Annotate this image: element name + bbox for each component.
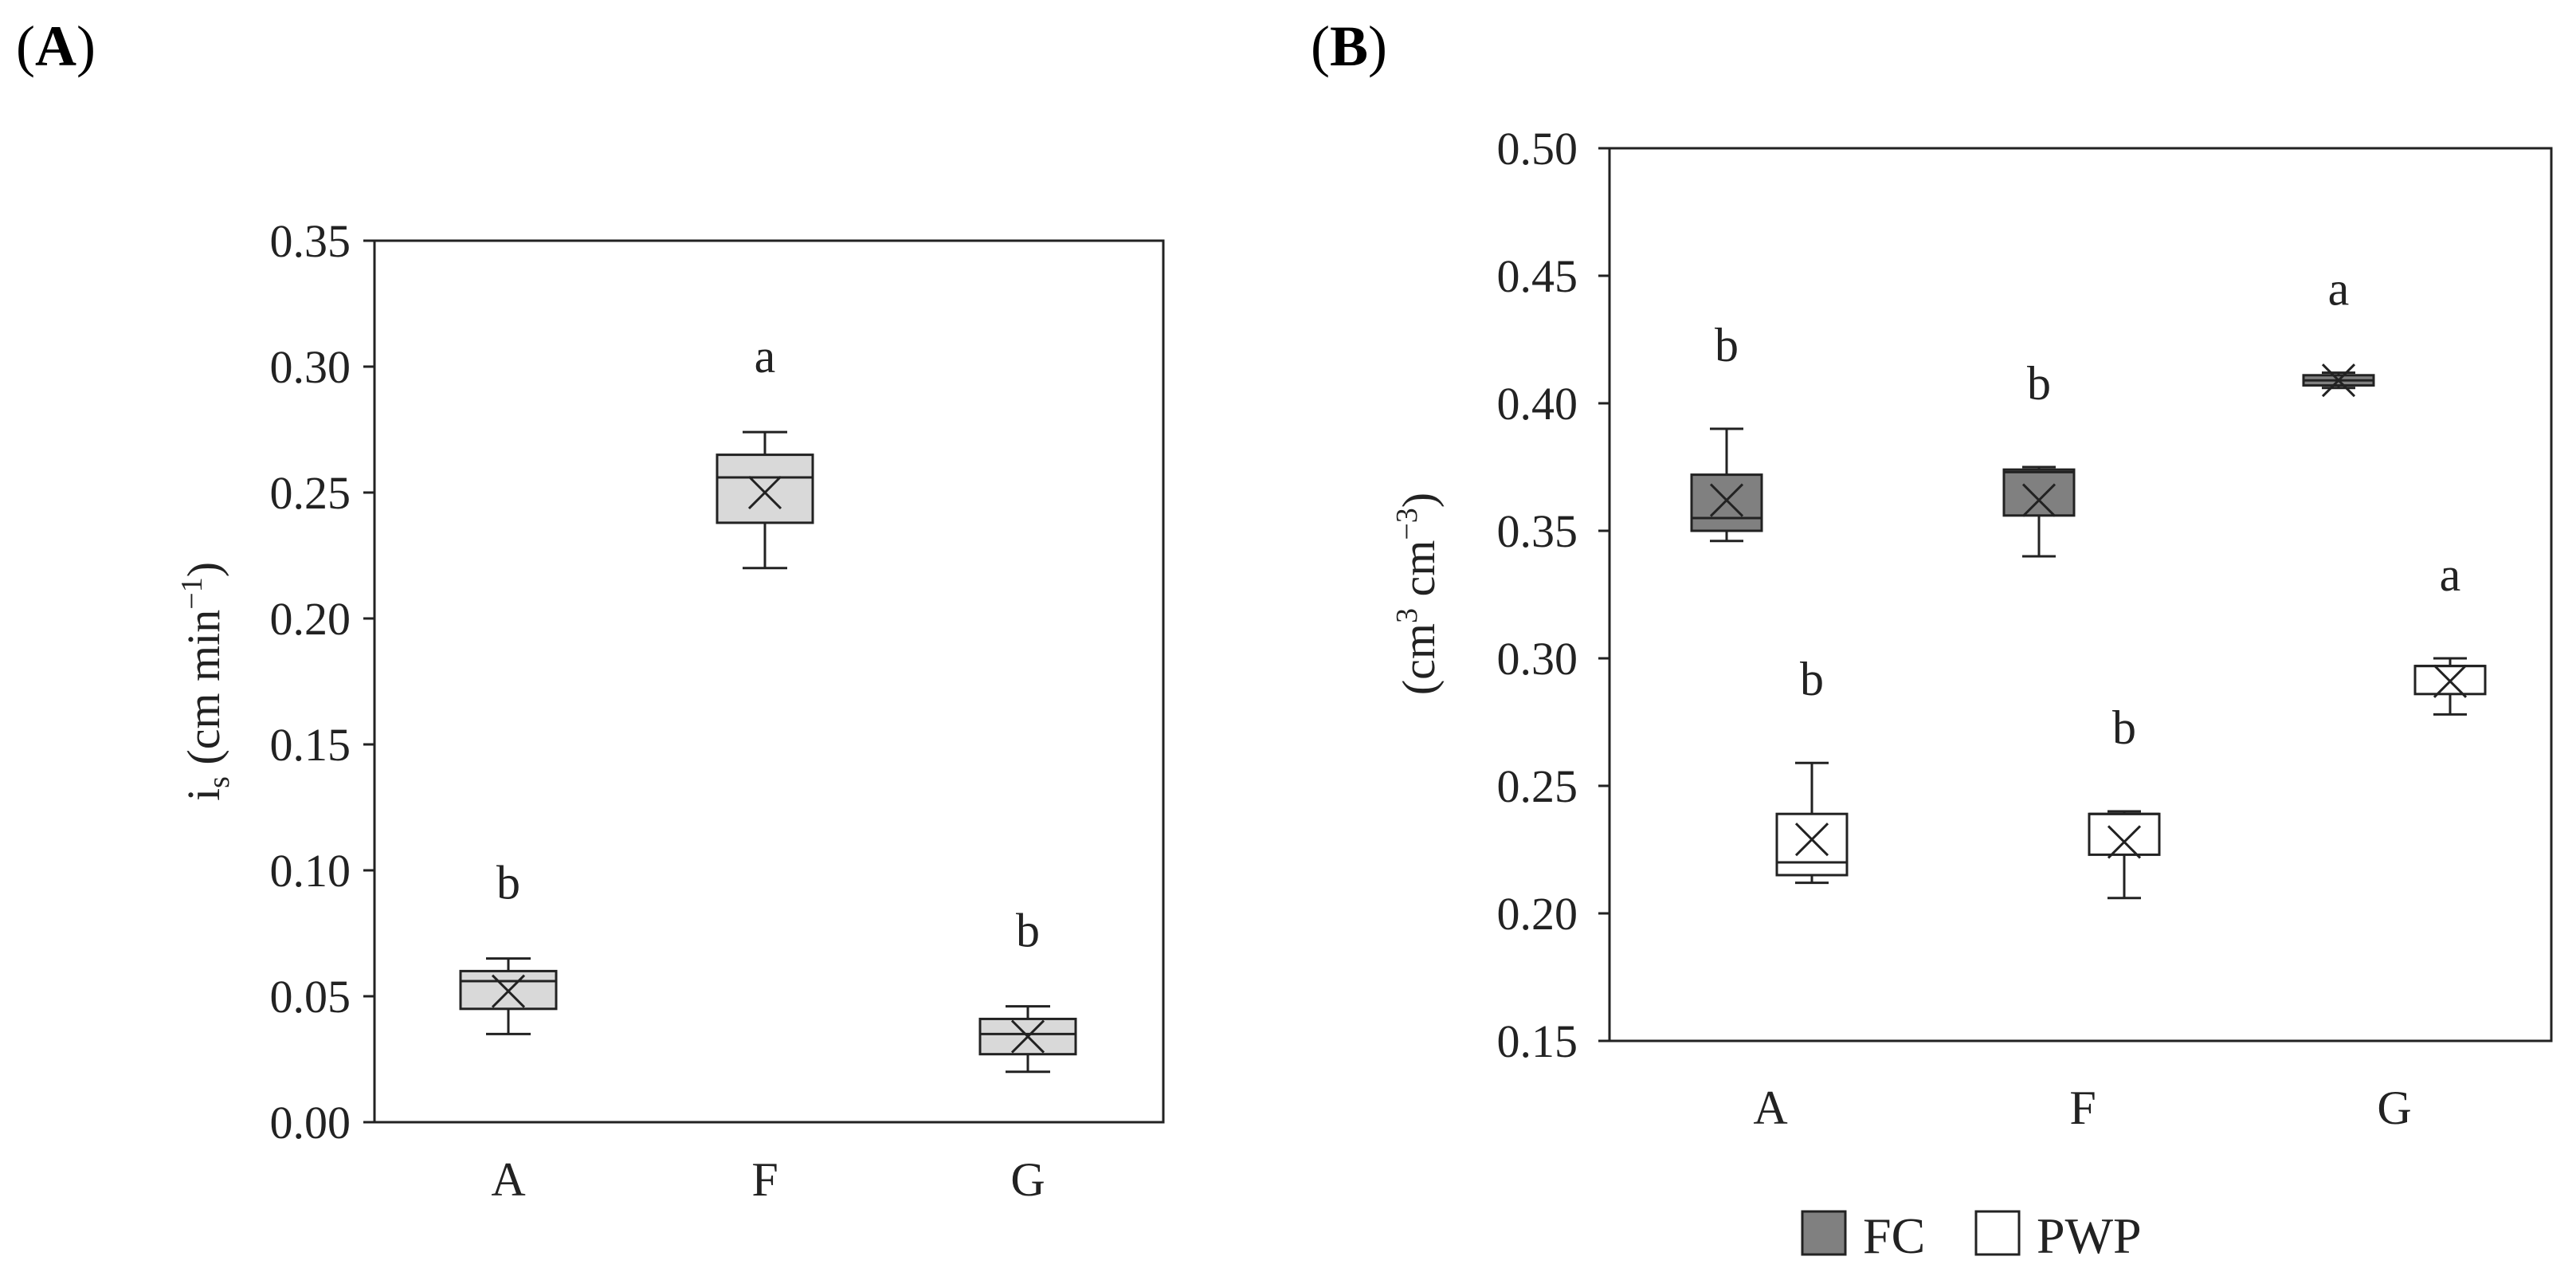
box-plot-pwp-g: a (2413, 548, 2487, 716)
y-tick-label: 0.10 (270, 845, 351, 897)
mean-marker (2321, 363, 2356, 398)
panel-b-y-axis-title: (cm3 cm−3) (1390, 493, 1445, 695)
y-tick-label: 0.35 (1497, 505, 1578, 557)
legend: FC PWP (1801, 1207, 2142, 1264)
panel-b-ylabel-open: (cm (1393, 623, 1445, 695)
y-tick-label: 0.25 (270, 467, 351, 519)
legend-swatch-pwp (1974, 1210, 2021, 1256)
panel-a-letter: A (35, 14, 76, 78)
panel-a-ylabel-sub: s (202, 776, 236, 788)
significance-letter: b (1715, 319, 1739, 371)
panel-a-y-ticks: 0.00 0.05 0.10 0.15 0.20 0.25 0.30 0.35 (270, 215, 374, 1148)
mean-marker (1794, 823, 1829, 857)
panel-a-y-axis-title: is (cm min−1) (175, 562, 236, 801)
panel-b-ylabel-sup2: −3 (1390, 508, 1424, 540)
y-tick-label: 0.45 (1497, 250, 1578, 302)
panel-b-y-ticks: 0.15 0.20 0.25 0.30 0.35 0.40 0.45 0.50 (1497, 123, 1610, 1067)
x-category-label: A (1753, 1082, 1787, 1134)
box-plot-fc-a: b (1690, 319, 1763, 543)
iqr-box (1690, 473, 1763, 532)
legend-label-pwp: PWP (2037, 1207, 2142, 1264)
box-plot-a: b (459, 857, 558, 1035)
significance-letter: b (2112, 701, 2136, 754)
x-category-label: F (751, 1153, 778, 1206)
legend-label-fc: FC (1863, 1207, 1925, 1264)
panel-a-ylabel-close: ) (178, 562, 229, 577)
x-category-label: F (2069, 1082, 2096, 1134)
box-plot-g: b (978, 905, 1077, 1074)
x-category-label: G (1010, 1153, 1045, 1206)
box-plot-fc-f: b (2002, 357, 2076, 558)
panel-a-ylabel-unit: (cm min (178, 610, 229, 776)
y-tick-label: 0.30 (270, 341, 351, 393)
y-tick-label: 0.15 (1497, 1015, 1578, 1067)
legend-swatch-fc (1801, 1210, 1847, 1256)
panel-a-boxes: b a b (459, 330, 1077, 1074)
significance-letter: b (2027, 357, 2051, 410)
significance-letter: a (2440, 548, 2461, 601)
panel-a-ylabel-sup: −1 (175, 577, 209, 609)
significance-letter: a (755, 330, 776, 383)
box-plot-pwp-a: b (1775, 653, 1849, 885)
mean-marker (747, 475, 782, 510)
panel-b-ylabel-sup1: 3 (1390, 608, 1424, 623)
panel-b-ylabel-mid: cm (1393, 540, 1445, 608)
box-plot-pwp-f: b (2088, 701, 2161, 900)
panel-a-ylabel-main: i (178, 788, 229, 801)
y-tick-label: 0.00 (270, 1097, 351, 1148)
box-plot-fc-g: a (2302, 263, 2375, 398)
significance-letter: b (496, 857, 520, 909)
iqr-box (2088, 812, 2161, 856)
x-category-label: G (2377, 1082, 2411, 1134)
panel-a-plot-frame (373, 239, 1165, 1124)
panel-b-boxes: b b a b b a (1690, 263, 2487, 900)
mean-marker (2021, 483, 2056, 517)
panel-b-chart: 0.150.200.250.300.350.400.450.50 bbabba … (1390, 123, 2553, 1264)
panel-b-ylabel-close: ) (1393, 493, 1445, 508)
mean-marker (1709, 483, 1744, 517)
y-tick-label: 0.05 (270, 971, 351, 1023)
panel-b-plot-frame (1608, 147, 2553, 1042)
iqr-box (1775, 812, 1849, 877)
y-tick-label: 0.15 (270, 719, 351, 771)
significance-letter: b (1016, 905, 1040, 957)
significance-letter: b (1800, 653, 1824, 705)
significance-letter: a (2328, 263, 2350, 316)
y-tick-label: 0.25 (1497, 760, 1578, 812)
panel-b-label: (B) (1311, 14, 1387, 78)
y-tick-label: 0.40 (1497, 378, 1578, 430)
mean-marker (2433, 664, 2468, 698)
box-plot-f: a (716, 330, 814, 570)
iqr-box (2002, 468, 2076, 517)
y-tick-label: 0.50 (1497, 123, 1578, 175)
mean-marker (1010, 1019, 1045, 1054)
y-tick-label: 0.20 (270, 593, 351, 645)
iqr-box (716, 453, 814, 524)
panel-a-chart: 0.00 0.05 0.10 0.15 0.20 0.25 0.30 0.35 b a b A F G… (175, 215, 1165, 1206)
x-category-label: A (491, 1153, 525, 1206)
mean-marker (2107, 825, 2142, 859)
y-tick-label: 0.30 (1497, 633, 1578, 685)
panel-a-label: (A) (16, 14, 96, 78)
panel-b-letter: B (1330, 14, 1368, 78)
y-tick-label: 0.20 (1497, 888, 1578, 940)
mean-marker (491, 974, 526, 1008)
y-tick-label: 0.35 (270, 215, 351, 267)
